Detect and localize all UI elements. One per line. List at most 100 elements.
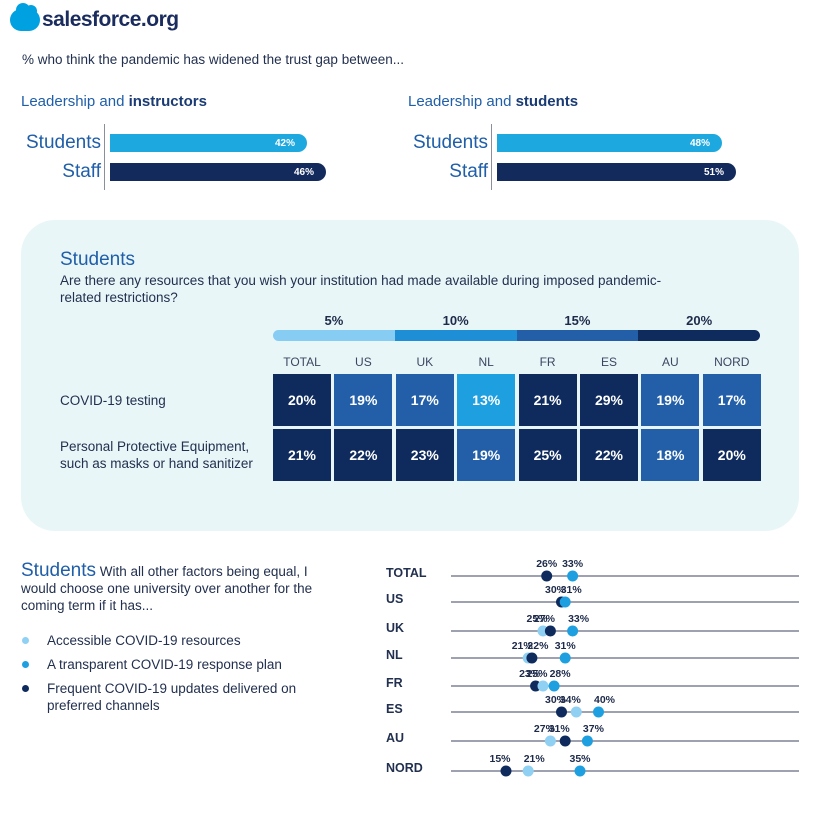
- logo-text: salesforce.org: [42, 8, 179, 31]
- scale-segment: [273, 330, 395, 341]
- bar-label: Students: [26, 132, 101, 153]
- dot-point-label: 26%: [536, 558, 558, 570]
- legend-item: Frequent COVID-19 updates delivered on p…: [22, 680, 347, 714]
- dot-point: [544, 625, 556, 637]
- scale-label: 15%: [564, 313, 591, 328]
- dot-point: [544, 735, 556, 747]
- dot-point-label: 33%: [562, 558, 584, 570]
- column-header: ES: [600, 355, 617, 369]
- dot-point-label: 15%: [489, 753, 511, 765]
- dot-point-label: 31%: [561, 584, 583, 596]
- heatmap-cell: 17%: [702, 374, 761, 426]
- scale-segment: [516, 330, 639, 341]
- heatmap-cell: 18%: [641, 429, 700, 481]
- bar-block-title-bold: students: [515, 93, 579, 110]
- heatmap-question: Are there any resources that you wish yo…: [60, 273, 662, 305]
- dot-point-label: 37%: [583, 723, 605, 735]
- dot-point: [548, 680, 560, 692]
- dot-point: [570, 706, 582, 718]
- dot-point: [537, 680, 549, 692]
- bar-block-title: Leadership and students: [408, 93, 578, 110]
- dot-section-title: Students With all other factors being eq…: [21, 560, 341, 614]
- dot-section-title-big: Students: [21, 560, 96, 581]
- dot-point-label: 35%: [569, 753, 591, 765]
- bar-axis-line: [491, 124, 492, 190]
- dot-row-label: AU: [386, 731, 404, 745]
- legend-dot-icon: [22, 661, 29, 668]
- bar-label: Staff: [62, 161, 101, 182]
- heatmap-title: Students: [60, 249, 135, 270]
- bar: 51%: [497, 163, 736, 181]
- dot-point: [522, 765, 534, 777]
- heatmap-cell: 17%: [395, 374, 454, 426]
- dot-point-label: 31%: [555, 640, 577, 652]
- heatmap-cell: 20%: [273, 374, 331, 426]
- heatmap-cell: 22%: [580, 429, 638, 481]
- dot-point-label: 28%: [550, 668, 572, 680]
- column-header: TOTAL: [283, 355, 321, 369]
- dot-point-label: 22%: [527, 640, 549, 652]
- heatmap-cell: 21%: [273, 429, 331, 481]
- dot-row-label: FR: [386, 676, 403, 690]
- dot-point-label: 21%: [512, 640, 534, 652]
- heatmap-cell: 21%: [518, 374, 577, 426]
- heatmap-cell: 19%: [334, 374, 393, 426]
- dot-point: [593, 706, 604, 718]
- scale-label: 5%: [324, 313, 344, 328]
- dot-point: [559, 735, 571, 747]
- dot-point-label: 33%: [568, 613, 590, 625]
- dot-point-label: 40%: [594, 694, 616, 706]
- dot-point-label: 27%: [534, 613, 556, 625]
- dot-point: [556, 706, 567, 718]
- row-label: COVID-19 testing: [60, 392, 166, 409]
- row-label-line: Personal Protective Equipment,: [60, 439, 250, 454]
- dot-point-label: 31%: [549, 723, 571, 735]
- dot-row-label: NORD: [386, 761, 423, 775]
- dot-point-label: 30%: [545, 584, 567, 596]
- column-header: US: [355, 355, 372, 369]
- legend-dot-icon: [22, 685, 29, 692]
- dot-point-label: 27%: [534, 723, 556, 735]
- heatmap-cell: 20%: [702, 429, 761, 481]
- legend-label: Frequent COVID-19 updates delivered on p…: [47, 681, 297, 713]
- column-header: FR: [539, 355, 556, 369]
- heatmap-cell: 19%: [457, 429, 516, 481]
- dot-row-label: UK: [386, 621, 404, 635]
- bar-label: Staff: [449, 161, 488, 182]
- dot-row-label: NL: [386, 648, 403, 662]
- dot-point-label: 23%: [519, 668, 541, 680]
- scale-label: 20%: [686, 313, 713, 328]
- dot-point: [559, 652, 571, 664]
- cloud-icon: [10, 3, 40, 31]
- salesforce-logo: salesforce.org: [10, 3, 179, 32]
- dot-point-label: 21%: [524, 753, 546, 765]
- dot-point: [574, 765, 586, 777]
- bar-block-title-prefix: Leadership and: [21, 93, 129, 110]
- column-header: AU: [662, 355, 679, 369]
- dot-point: [567, 625, 579, 637]
- legend-label: Accessible COVID-19 resources: [47, 633, 241, 648]
- heatmap-cell: 23%: [395, 429, 454, 481]
- bar: 46%: [110, 163, 326, 181]
- column-header: NL: [478, 355, 494, 369]
- dot-section-title-rest: With all other factors being equal, I wo…: [21, 564, 313, 613]
- dot-point-label: 30%: [545, 694, 567, 706]
- scale-segment: [394, 330, 517, 341]
- heatmap-cell: 22%: [334, 429, 393, 481]
- heatmap-cell: 19%: [641, 374, 700, 426]
- dot-point: [559, 596, 571, 608]
- row-label-line: COVID-19 testing: [60, 393, 166, 408]
- scale-segment: [638, 330, 760, 341]
- row-label: Personal Protective Equipment, such as ma…: [60, 438, 253, 472]
- heatmap-cell: 25%: [518, 429, 577, 481]
- bar-block-title-prefix: Leadership and: [408, 93, 516, 110]
- bar: 48%: [497, 134, 722, 152]
- dot-row-label: TOTAL: [386, 566, 427, 580]
- bar-block-title: Leadership and instructors: [21, 93, 207, 110]
- dot-row-label: US: [386, 592, 403, 606]
- legend-item: Accessible COVID-19 resources: [22, 632, 347, 649]
- dot-point-label: 25%: [526, 613, 548, 625]
- heatmap-cell: 13%: [457, 374, 516, 426]
- dot-point: [541, 570, 553, 582]
